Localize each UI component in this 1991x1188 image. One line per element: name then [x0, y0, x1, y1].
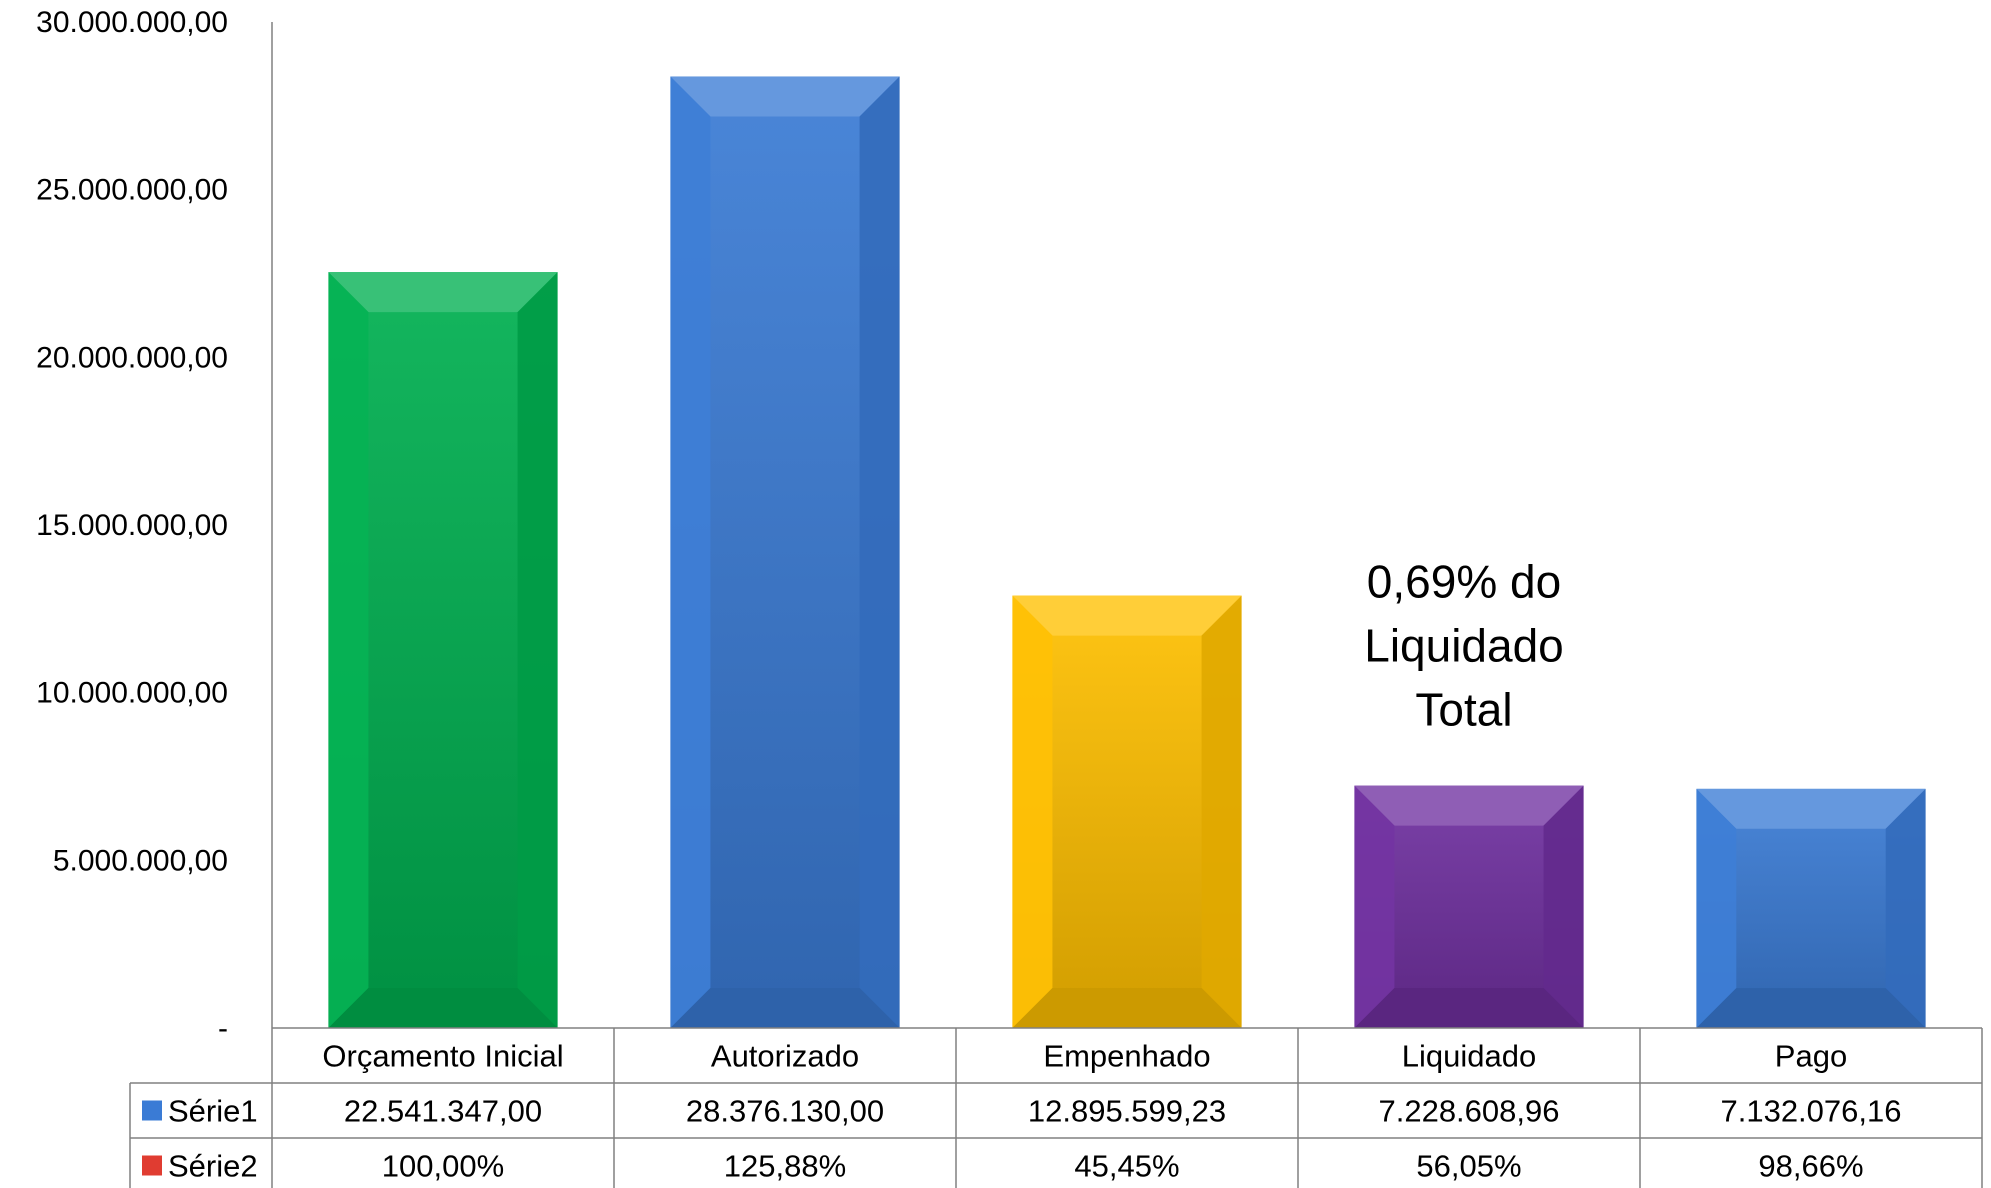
annotation-text: Liquidado	[1364, 620, 1564, 672]
data-label: 56,05%	[1416, 1149, 1521, 1184]
category-label: Pago	[1775, 1039, 1847, 1074]
category-label: Liquidado	[1402, 1039, 1536, 1074]
data-label: 125,88%	[724, 1149, 846, 1184]
data-label: 45,45%	[1074, 1149, 1179, 1184]
bar	[670, 76, 900, 1028]
series-name: Série2	[168, 1149, 258, 1184]
annotation-text: 0,69% do	[1367, 556, 1561, 608]
y-tick-label: 5.000.000,00	[53, 844, 228, 877]
y-tick-label: 15.000.000,00	[36, 509, 228, 542]
data-label: 98,66%	[1758, 1149, 1863, 1184]
data-label: 100,00%	[382, 1149, 504, 1184]
bar	[1354, 785, 1584, 1028]
y-tick-label: 25.000.000,00	[36, 174, 228, 207]
data-label: 28.376.130,00	[686, 1094, 884, 1129]
bar	[328, 272, 558, 1028]
legend-swatch	[142, 1100, 162, 1121]
y-tick-label: 30.000.000,00	[36, 6, 228, 39]
bar	[1696, 788, 1926, 1028]
y-tick-label: 10.000.000,00	[36, 677, 228, 710]
bar	[1012, 595, 1242, 1028]
data-table	[129, 1027, 1983, 1188]
data-label: 12.895.599,23	[1028, 1094, 1226, 1129]
annotation-text: Total	[1415, 684, 1512, 736]
category-label: Empenhado	[1043, 1039, 1210, 1074]
y-tick-label: 20.000.000,00	[36, 341, 228, 374]
series-name: Série1	[168, 1094, 258, 1129]
data-label: 7.228.608,96	[1378, 1094, 1559, 1129]
y-tick-label: -	[218, 1012, 228, 1045]
category-label: Autorizado	[711, 1039, 859, 1074]
legend-swatch	[142, 1155, 162, 1176]
category-label: Orçamento Inicial	[322, 1039, 563, 1074]
data-label: 7.132.076,16	[1720, 1094, 1901, 1129]
data-label: 22.541.347,00	[344, 1094, 542, 1129]
